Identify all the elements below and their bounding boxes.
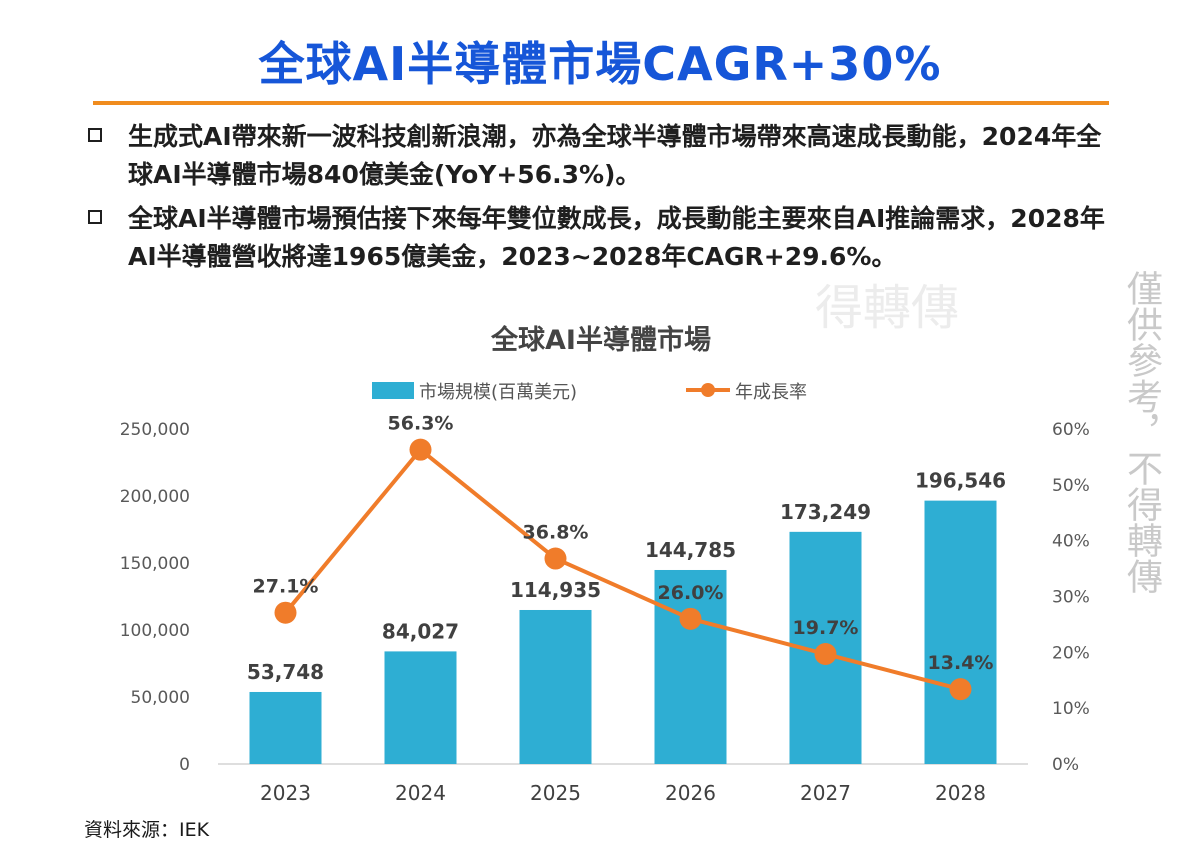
growth-rate-label: 26.0%	[658, 582, 724, 604]
growth-rate-line	[283, 447, 962, 692]
bar	[924, 500, 997, 764]
bullet-item: 生成式AI帶來新一波科技創新浪潮，亦為全球半導體市場帶來高速成長動能，2024年…	[88, 118, 1118, 194]
watermark: 僅供參考，不得轉傳	[1121, 270, 1162, 594]
legend: 市場規模(百萬美元) 年成長率	[372, 382, 807, 403]
legend-bar-swatch	[372, 382, 414, 399]
x-axis-tick-label: 2024	[395, 781, 446, 805]
growth-rate-point	[274, 601, 297, 624]
right-axis: 0% 10% 20% 30% 40% 50% 60%	[1052, 420, 1090, 775]
right-axis-tick-label: 10%	[1052, 699, 1090, 719]
growth-rate-point	[679, 607, 702, 630]
right-axis-tick-label: 40%	[1052, 532, 1090, 552]
x-axis-labels: 2023 2024 2025 2026 2027 2028	[260, 781, 986, 805]
bullet-item: 全球AI半導體市場預估接下來每年雙位數成長，成長動能主要來自AI推論需求，202…	[88, 200, 1118, 276]
x-axis-tick-label: 2026	[665, 781, 716, 805]
slide-title: 全球AI半導體市場CAGR+30%	[258, 37, 942, 91]
bar-value-label: 53,748	[247, 660, 324, 684]
right-axis-tick-label: 50%	[1052, 476, 1090, 496]
growth-rate-label: 19.7%	[793, 617, 859, 639]
watermark-faint: 得轉傳	[815, 280, 960, 336]
left-axis-tick-label: 250,000	[120, 420, 190, 440]
bar	[249, 691, 322, 764]
bar	[384, 651, 457, 764]
x-axis-tick-label: 2027	[800, 781, 851, 805]
bar-value-label: 84,027	[382, 619, 459, 643]
growth-rate-point	[949, 678, 972, 701]
x-axis-tick-label: 2025	[530, 781, 581, 805]
legend-bar-label: 市場規模(百萬美元)	[419, 382, 577, 403]
left-axis-tick-label: 0	[179, 755, 190, 775]
growth-rate-label: 13.4%	[928, 652, 994, 674]
square-bullet-icon	[88, 128, 102, 142]
left-axis-tick-label: 50,000	[131, 688, 190, 708]
bar-series	[249, 500, 997, 764]
growth-rate-label: 56.3%	[388, 413, 454, 435]
x-axis-tick-label: 2028	[935, 781, 986, 805]
left-axis: 0 50,000 100,000 150,000 200,000 250,000	[120, 420, 190, 775]
bar-value-label: 144,785	[645, 538, 736, 562]
bullet-text: 全球AI半導體市場預估接下來每年雙位數成長，成長動能主要來自AI推論需求，202…	[128, 204, 1105, 271]
growth-rate-label: 27.1%	[253, 576, 319, 598]
growth-rate-points	[274, 438, 972, 701]
growth-rate-labels: 27.1% 56.3% 36.8% 26.0% 19.7% 13.4%	[253, 413, 994, 675]
right-axis-tick-label: 0%	[1052, 755, 1079, 775]
growth-rate-point	[544, 547, 567, 570]
bar-value-labels: 53,748 84,027 114,935 144,785 173,249 196,546	[247, 469, 1006, 684]
bar	[654, 569, 727, 764]
chart-title: 全球AI半導體市場	[490, 324, 711, 356]
left-axis-tick-label: 150,000	[120, 554, 190, 574]
legend-line-label: 年成長率	[735, 382, 807, 403]
right-axis-tick-label: 20%	[1052, 643, 1090, 663]
right-axis-tick-label: 60%	[1052, 420, 1090, 440]
left-axis-tick-label: 100,000	[120, 621, 190, 641]
growth-rate-label: 36.8%	[523, 522, 589, 544]
bar-value-label: 196,546	[915, 469, 1006, 493]
left-axis-tick-label: 200,000	[120, 487, 190, 507]
bar-value-label: 173,249	[780, 500, 871, 524]
title-underline	[93, 101, 1109, 105]
bar	[519, 609, 592, 764]
source-note: 資料來源：IEK	[84, 819, 210, 841]
bullet-text: 生成式AI帶來新一波科技創新浪潮，亦為全球半導體市場帶來高速成長動能，2024年…	[128, 122, 1102, 189]
x-axis-tick-label: 2023	[260, 781, 311, 805]
square-bullet-icon	[88, 210, 102, 224]
growth-rate-point	[409, 438, 432, 461]
growth-rate-point	[814, 643, 837, 666]
right-axis-tick-label: 30%	[1052, 588, 1090, 608]
bar-value-label: 114,935	[510, 578, 601, 602]
legend-line-marker	[701, 383, 715, 397]
